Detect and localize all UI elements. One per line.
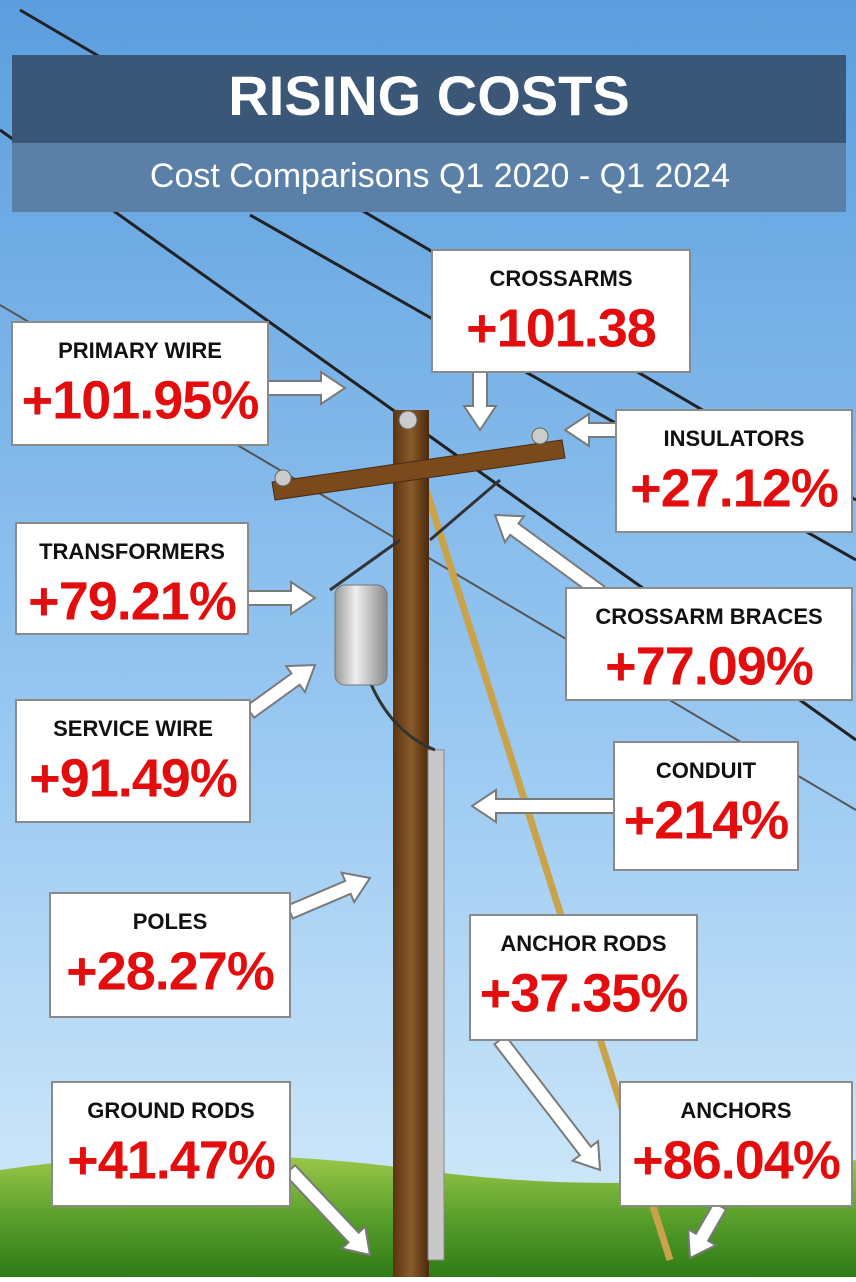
item-value: +41.47% bbox=[67, 1130, 275, 1190]
item-value: +214% bbox=[624, 790, 789, 850]
subtitle: Cost Comparisons Q1 2020 - Q1 2024 bbox=[150, 157, 730, 195]
item-label: CROSSARMS bbox=[489, 266, 632, 291]
item-label: PRIMARY WIRE bbox=[58, 338, 222, 363]
item-label: POLES bbox=[133, 909, 208, 934]
item-label: TRANSFORMERS bbox=[39, 539, 225, 564]
item-value: +27.12% bbox=[630, 458, 838, 518]
page: RISING COSTS Cost Comparisons Q1 2020 - … bbox=[0, 0, 856, 1277]
item-value: +91.49% bbox=[29, 748, 237, 808]
item-label: CONDUIT bbox=[656, 758, 757, 783]
item-value: +101.95% bbox=[22, 370, 259, 430]
item-value: +37.35% bbox=[480, 963, 688, 1023]
item-label: GROUND RODS bbox=[87, 1098, 254, 1123]
transformer bbox=[335, 585, 387, 685]
infographic: RISING COSTS Cost Comparisons Q1 2020 - … bbox=[0, 0, 856, 1277]
item-value: +77.09% bbox=[605, 636, 813, 696]
item-value: +79.21% bbox=[28, 571, 236, 631]
item-label: ANCHORS bbox=[680, 1098, 791, 1123]
item-label: ANCHOR RODS bbox=[500, 931, 666, 956]
title: RISING COSTS bbox=[228, 64, 629, 127]
item-value: +101.38 bbox=[466, 298, 656, 358]
item-value: +86.04% bbox=[632, 1130, 840, 1190]
item-label: INSULATORS bbox=[664, 426, 805, 451]
item-label: SERVICE WIRE bbox=[53, 716, 213, 741]
item-label: CROSSARM BRACES bbox=[595, 604, 822, 629]
item-value: +28.27% bbox=[66, 941, 274, 1001]
conduit bbox=[428, 750, 444, 1260]
